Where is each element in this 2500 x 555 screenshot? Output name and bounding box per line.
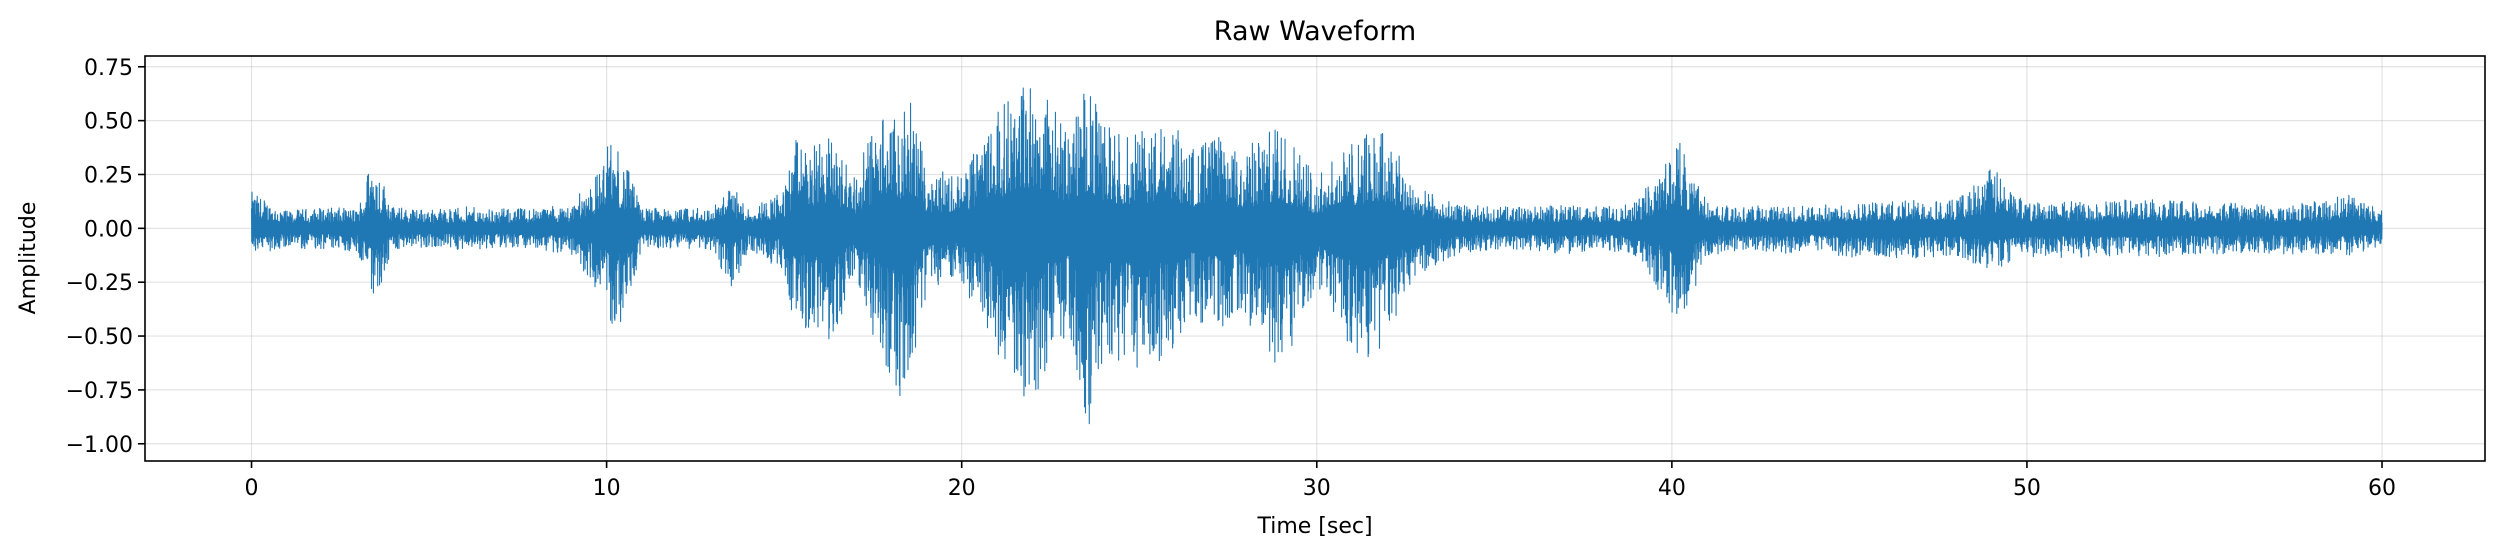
y-axis-label: Amplitude	[16, 202, 41, 315]
y-tick-label: 0.25	[84, 163, 133, 188]
x-axis: 0 10 20 30 40 50 60	[245, 461, 2396, 501]
x-tick-label: 50	[2013, 476, 2041, 501]
x-axis-label: Time [sec]	[1256, 514, 1372, 539]
y-axis: 0.75 0.50 0.25 0.00 −0.25 −0.50 −0.75 −1.00	[66, 56, 145, 458]
y-tick-label: −0.25	[66, 271, 133, 296]
plot-frame	[144, 55, 2486, 462]
y-tick-label: 0.00	[84, 217, 133, 242]
waveform-series-line	[250, 87, 2383, 425]
x-tick-label: 0	[245, 476, 259, 501]
plot-layer	[250, 87, 2383, 425]
x-tick-label: 10	[593, 476, 621, 501]
y-tick-label: 0.75	[84, 56, 133, 81]
x-tick-label: 40	[1658, 476, 1686, 501]
y-tick-label: −0.50	[66, 325, 133, 350]
y-tick-label: −0.75	[66, 379, 133, 404]
x-tick-label: 30	[1303, 476, 1331, 501]
y-tick-label: 0.50	[84, 110, 133, 135]
x-tick-label: 60	[2368, 476, 2396, 501]
x-tick-label: 20	[948, 476, 976, 501]
y-tick-label: −1.00	[66, 433, 133, 458]
chart-title: Raw Waveform	[1214, 16, 1416, 47]
